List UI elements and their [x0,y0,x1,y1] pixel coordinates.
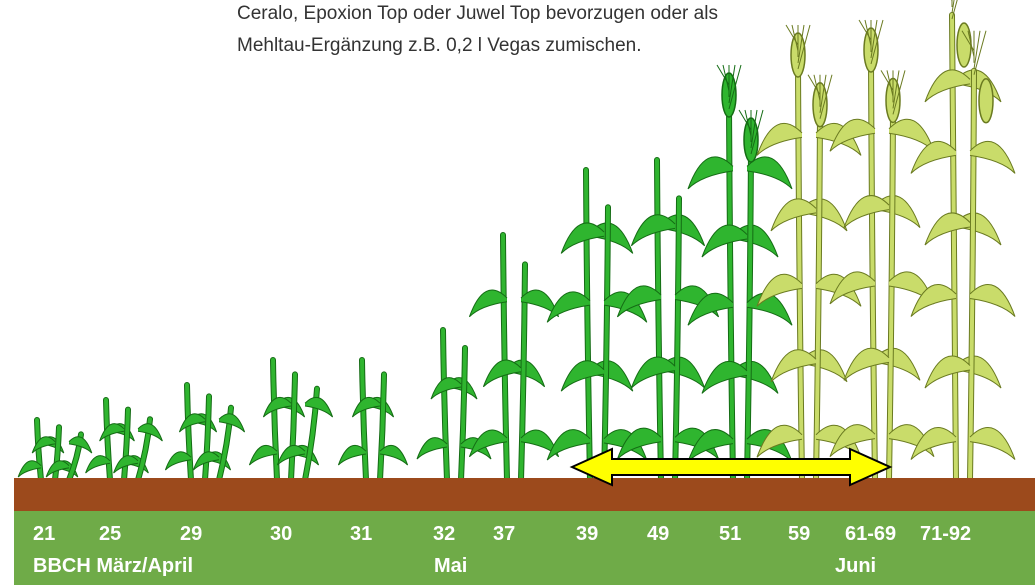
header-line: Ceralo, Epoxion Top oder Juwel Top bevor… [237,3,718,24]
leaf [165,452,191,470]
stage-code: 32 [433,523,455,545]
soil [14,478,1035,511]
leaf [757,123,802,155]
plant [249,360,332,498]
stage-code: 61-69 [845,523,896,545]
leaf [970,141,1015,173]
leaf [100,424,124,441]
period-label: Juni [835,555,876,577]
leaf [688,157,733,189]
leaf [547,292,590,322]
leaf [631,215,675,246]
leaf [561,223,604,253]
leaf [179,414,205,432]
stage-code: 39 [576,523,598,545]
leaf [911,141,956,173]
stage-code: 51 [719,523,741,545]
leaf [219,414,245,432]
stage-code: 31 [350,523,372,545]
leaf [547,430,590,460]
leaf [631,357,675,388]
header-line: Mehltau-Ergänzung z.B. 0,2 l Vegas zumis… [237,35,642,56]
awn [974,31,986,75]
plant [417,330,491,498]
leaf [771,350,816,382]
leaf [771,199,816,231]
stage-code: 21 [33,523,55,545]
period-label: BBCH März/April [33,555,193,577]
leaf [844,196,889,228]
leaf [561,361,604,391]
ear [957,23,971,67]
stage-code: 59 [788,523,810,545]
plant [911,0,1015,498]
leaf [925,70,970,102]
stage-code: 37 [493,523,515,545]
plant [469,235,558,498]
leaf [970,428,1015,460]
leaf [844,348,889,380]
leaf [925,213,970,245]
stage-code: 30 [270,523,292,545]
leaf [305,397,333,417]
stage-code: 71-92 [920,523,971,545]
plants [18,0,1015,498]
period-label: Mai [434,555,467,577]
growth-stage-diagram: Ceralo, Epoxion Top oder Juwel Top bevor… [0,0,1035,585]
page: Ceralo, Epoxion Top oder Juwel Top bevor… [0,0,1035,585]
plant [757,25,861,498]
stage-code: 49 [647,523,669,545]
stage-code: 25 [99,523,121,545]
leaf [970,284,1015,316]
plant [338,360,407,498]
plant [830,20,934,498]
leaf [417,438,447,459]
leaf [702,225,747,257]
ear [979,79,993,123]
leaf [702,361,747,393]
awn [946,0,952,1]
stage-code: 29 [180,523,202,545]
leaf [925,356,970,388]
